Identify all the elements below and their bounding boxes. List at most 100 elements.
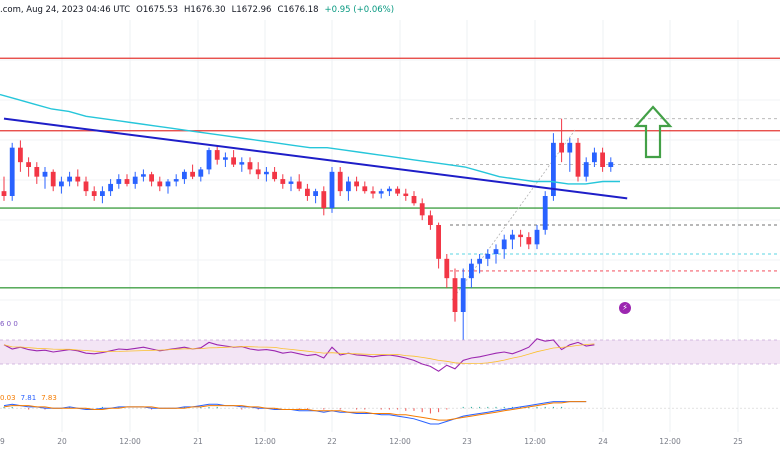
change-value: +0.95 (+0.06%) xyxy=(324,5,395,15)
ohlc-header: .com, Aug 24, 2023 04:46 UTC O1675.53 H1… xyxy=(0,0,394,20)
candle xyxy=(1,191,7,196)
candle xyxy=(362,186,368,192)
candle xyxy=(518,234,523,238)
candle xyxy=(526,237,532,245)
candle xyxy=(18,147,23,163)
candle xyxy=(321,191,327,209)
macd-value-1: 0.03 xyxy=(0,394,16,402)
candle xyxy=(378,191,384,194)
lightning-icon[interactable]: ⚡ xyxy=(619,302,631,314)
candle xyxy=(141,174,146,177)
low-value: L1672.96 xyxy=(231,5,272,15)
candle xyxy=(485,254,491,259)
candle xyxy=(452,278,458,312)
candle xyxy=(608,162,614,167)
x-axis-label: 12:00 xyxy=(659,437,681,446)
candle xyxy=(59,181,64,187)
macd-value-3: 7.83 xyxy=(41,394,57,402)
candle xyxy=(149,174,154,182)
candle xyxy=(9,147,15,196)
candle xyxy=(91,191,97,196)
symbol-label: .com, Aug 24, 2023 04:46 UTC xyxy=(0,5,131,15)
rsi-ma-line xyxy=(3,343,595,365)
candle xyxy=(460,278,466,312)
candle xyxy=(337,171,343,192)
candle xyxy=(403,193,409,196)
candle xyxy=(198,169,204,177)
candle xyxy=(75,176,81,182)
x-axis-label: 12:00 xyxy=(254,437,276,446)
candle xyxy=(346,181,351,192)
x-axis-label: 25 xyxy=(733,437,743,446)
candle xyxy=(493,249,499,254)
candle xyxy=(477,258,482,264)
candle xyxy=(231,157,236,165)
rsi-line xyxy=(3,338,595,372)
candle xyxy=(288,181,294,184)
macd-value-2: 7.81 xyxy=(20,394,37,402)
candle xyxy=(387,188,392,192)
x-axis-label: 20 xyxy=(57,437,67,446)
candle xyxy=(411,196,417,204)
candle xyxy=(100,191,105,196)
candle xyxy=(510,234,515,240)
candle xyxy=(542,196,548,230)
x-axis-label: 22 xyxy=(327,437,337,446)
candle xyxy=(575,142,581,177)
candle xyxy=(67,176,72,182)
macd-signal-line xyxy=(3,401,587,421)
x-axis-label: 21 xyxy=(193,437,203,446)
x-axis-label: 12:00 xyxy=(524,437,546,446)
x-axis-label: 12:00 xyxy=(119,437,141,446)
candle xyxy=(551,142,556,196)
candle xyxy=(592,152,597,163)
candle xyxy=(173,179,179,182)
measure-line xyxy=(451,129,576,301)
rsi-header: 6 0 0 xyxy=(0,320,18,328)
candle xyxy=(214,150,220,160)
open-value: O1675.53 xyxy=(136,5,179,15)
candle xyxy=(600,152,605,167)
candle xyxy=(223,157,228,160)
ema-line xyxy=(0,93,620,185)
candle xyxy=(583,162,589,177)
candle xyxy=(264,171,269,175)
x-axis-label: 12:00 xyxy=(389,437,411,446)
candle xyxy=(354,181,359,187)
candle xyxy=(255,169,261,175)
candle xyxy=(444,258,450,279)
rsi-band xyxy=(0,340,780,364)
candle xyxy=(206,150,212,170)
candle xyxy=(132,176,138,184)
candle xyxy=(428,215,433,225)
candle xyxy=(559,142,564,153)
candle xyxy=(534,229,540,245)
candle xyxy=(124,179,130,184)
candle xyxy=(567,142,573,153)
candle xyxy=(50,171,56,187)
candle xyxy=(272,171,277,180)
candle xyxy=(395,188,400,194)
candle xyxy=(469,263,474,279)
rsi-values: 6 0 0 xyxy=(0,320,18,328)
candle xyxy=(116,179,122,184)
candle xyxy=(501,239,507,250)
candle xyxy=(436,225,441,259)
candle xyxy=(83,181,89,192)
x-axis-label: 23 xyxy=(462,437,472,446)
up-arrow xyxy=(633,105,673,159)
trend-line xyxy=(3,117,628,200)
candle xyxy=(247,162,253,170)
close-value: C1676.18 xyxy=(277,5,319,15)
candle xyxy=(313,191,318,196)
candle xyxy=(165,181,171,187)
candle xyxy=(108,183,113,192)
candle xyxy=(34,167,40,177)
candle xyxy=(370,191,376,194)
candle xyxy=(296,181,302,189)
high-value: H1676.30 xyxy=(184,5,226,15)
candle xyxy=(26,162,31,167)
candle xyxy=(419,203,425,216)
candle xyxy=(280,179,286,184)
